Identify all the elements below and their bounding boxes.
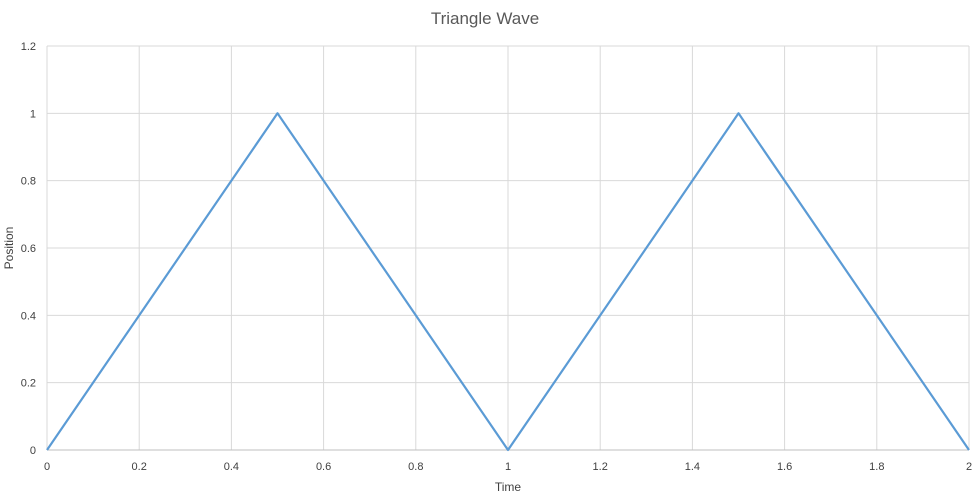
x-tick-label: 0.2 xyxy=(132,461,147,473)
gridlines xyxy=(46,45,970,450)
x-tick-label: 1 xyxy=(505,461,511,473)
y-tick-label: 0.6 xyxy=(21,243,36,255)
y-axis-title: Position xyxy=(2,227,16,270)
y-tick-label: 1 xyxy=(30,108,36,120)
x-tick-label: 0 xyxy=(44,461,50,473)
x-tick-label: 0.8 xyxy=(408,461,423,473)
x-tick-label: 2 xyxy=(966,461,972,473)
y-tick-label: 0 xyxy=(30,445,36,457)
series-line xyxy=(46,112,970,452)
series xyxy=(46,112,970,452)
y-tick-label: 0.8 xyxy=(21,176,36,188)
y-tick-label: 1.2 xyxy=(21,41,36,53)
x-axis-title: Time xyxy=(495,480,522,494)
x-tick-label: 0.4 xyxy=(224,461,239,473)
y-tick-label: 0.4 xyxy=(21,310,36,322)
x-tick-label: 1.2 xyxy=(593,461,608,473)
x-tick-label: 1.8 xyxy=(869,461,884,473)
y-tick-label: 0.2 xyxy=(21,378,36,390)
y-tick-labels: 0 0.2 0.4 0.6 0.8 1 1.2 xyxy=(21,41,36,457)
x-tick-label: 1.4 xyxy=(685,461,700,473)
x-tick-label: 1.6 xyxy=(777,461,792,473)
x-tick-labels: 0 0.2 0.4 0.6 0.8 1 1.2 1.4 1.6 1.8 2 xyxy=(44,461,972,473)
x-tick-label: 0.6 xyxy=(316,461,331,473)
chart-title: Triangle Wave xyxy=(431,9,539,28)
